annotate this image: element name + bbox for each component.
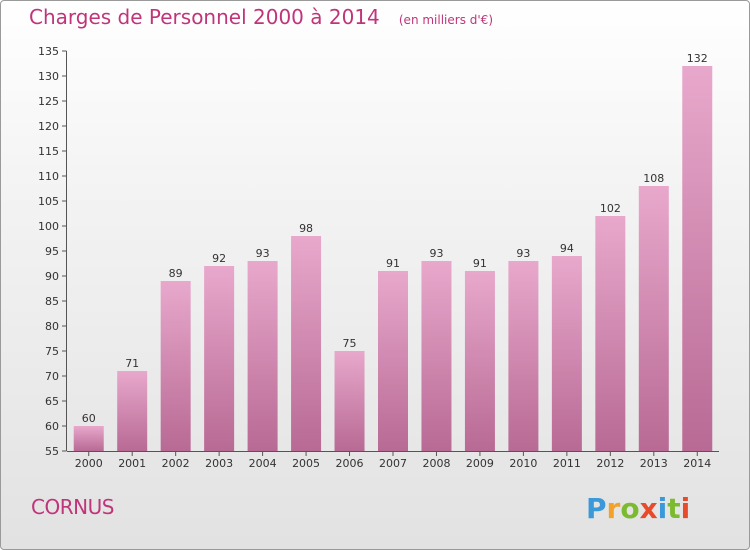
x-tick-label: 2004 [249, 457, 277, 470]
bar-2005 [291, 236, 322, 451]
bar-2001 [117, 371, 148, 451]
y-tick-label: 95 [45, 245, 59, 258]
bar-value-label: 94 [560, 242, 574, 255]
bar-value-label: 98 [299, 222, 313, 235]
bar-2007 [378, 271, 408, 451]
proxiti-logo[interactable]: Proxiti [586, 488, 696, 528]
y-tick-label: 85 [45, 295, 59, 308]
bar-2014 [682, 66, 713, 451]
bar-value-label: 92 [212, 252, 226, 265]
bar-value-label: 132 [687, 52, 708, 65]
svg-text:Proxiti: Proxiti [586, 492, 690, 525]
commune-name: CORNUS [31, 495, 114, 519]
bar-2000 [73, 426, 104, 451]
y-tick-label: 70 [45, 370, 59, 383]
bar-value-label: 71 [125, 357, 139, 370]
chart-title: Charges de Personnel 2000 à 2014 [29, 5, 380, 29]
bar-2008 [421, 261, 452, 451]
x-tick-label: 2000 [75, 457, 103, 470]
y-tick-label: 90 [45, 270, 59, 283]
x-tick-label: 2002 [162, 457, 190, 470]
x-tick-label: 2003 [205, 457, 233, 470]
bar-2006 [334, 351, 365, 451]
x-tick-label: 2001 [118, 457, 146, 470]
x-tick-label: 2010 [509, 457, 537, 470]
bar-2012 [595, 216, 626, 451]
bar-value-label: 93 [429, 247, 443, 260]
x-tick-label: 2006 [336, 457, 364, 470]
bar-value-label: 108 [643, 172, 664, 185]
bar-2004 [247, 261, 278, 451]
bar-2010 [508, 261, 539, 451]
y-tick-label: 80 [45, 320, 59, 333]
y-tick-label: 110 [38, 170, 59, 183]
bar-2013 [638, 186, 669, 451]
x-axis: 2000 2001 2002 2003 2004 2005 2006 2007 2008 2009… [67, 451, 719, 470]
x-tick-label: 2005 [292, 457, 320, 470]
x-tick-label: 2009 [466, 457, 494, 470]
bar-value-label: 91 [386, 257, 400, 270]
y-tick-label: 100 [38, 220, 59, 233]
bar-value-label: 93 [516, 247, 530, 260]
title-row: Charges de Personnel 2000 à 2014 (en mil… [29, 5, 493, 29]
bar-2002 [160, 281, 191, 451]
bar-2003 [204, 266, 235, 451]
x-tick-label: 2007 [379, 457, 407, 470]
y-tick-label: 125 [38, 95, 59, 108]
y-tick-label: 115 [38, 145, 59, 158]
x-tick-label: 2012 [596, 457, 624, 470]
y-tick-label: 130 [38, 70, 59, 83]
x-tick-label: 2014 [683, 457, 711, 470]
bar-2009 [464, 271, 495, 451]
y-tick-label: 105 [38, 195, 59, 208]
y-tick-label: 65 [45, 395, 59, 408]
bar-value-label: 91 [473, 257, 487, 270]
bar-value-label: 60 [82, 412, 96, 425]
bar-value-label: 93 [256, 247, 270, 260]
bar-value-label: 89 [169, 267, 183, 280]
x-tick-label: 2008 [422, 457, 450, 470]
y-tick-label: 120 [38, 120, 59, 133]
y-tick-label: 55 [45, 445, 59, 458]
y-axis: 55 60 65 70 75 80 85 90 95 100 105 110 115 120 125 130 1… [38, 45, 67, 458]
y-tick-label: 75 [45, 345, 59, 358]
bar-value-label: 75 [343, 337, 357, 350]
chart-subtitle: (en milliers d'€) [398, 13, 493, 27]
y-tick-label: 60 [45, 420, 59, 433]
y-tick-label: 135 [38, 45, 59, 58]
x-tick-label: 2011 [553, 457, 581, 470]
bar-2011 [551, 256, 582, 451]
bar-value-label: 102 [600, 202, 621, 215]
x-tick-label: 2013 [640, 457, 668, 470]
bars: 60 71 89 92 93 98 75 91 93 91 93 94 102 108 132 [73, 52, 713, 451]
